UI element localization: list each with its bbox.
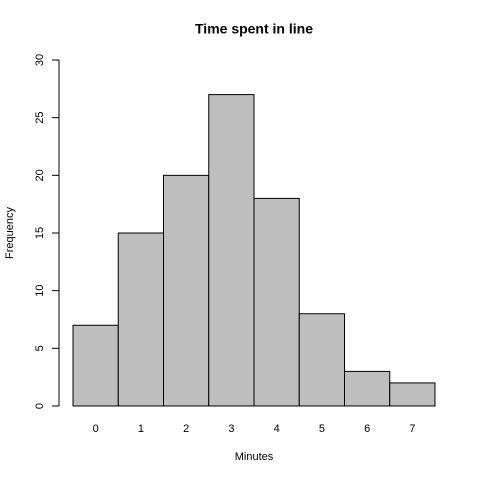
x-tick-label: 3 (228, 423, 234, 435)
x-axis-label: Minutes (235, 451, 274, 463)
bar (163, 174, 210, 407)
bar (389, 382, 436, 407)
y-tick-label: 0 (34, 403, 46, 409)
x-tick-label: 1 (138, 423, 144, 435)
x-tick-label: 2 (183, 423, 189, 435)
x-tick-label: 6 (364, 423, 370, 435)
chart-title: Time spent in line (195, 21, 313, 37)
bar (117, 232, 164, 407)
bar (253, 197, 300, 407)
y-tick-label: 25 (34, 112, 46, 124)
y-tick-label: 30 (34, 54, 46, 66)
x-tick-label: 0 (93, 423, 99, 435)
bar (344, 370, 391, 407)
x-tick-label: 7 (409, 423, 415, 435)
y-tick-label: 15 (34, 227, 46, 239)
bar (208, 94, 255, 407)
y-tick-label: 10 (34, 285, 46, 297)
y-tick-label: 20 (34, 169, 46, 181)
y-axis-label: Frequency (4, 207, 16, 259)
bar (298, 313, 345, 407)
y-tick-label: 5 (34, 345, 46, 351)
x-tick-label: 5 (319, 423, 325, 435)
bar (72, 324, 119, 407)
x-tick-label: 4 (274, 423, 280, 435)
